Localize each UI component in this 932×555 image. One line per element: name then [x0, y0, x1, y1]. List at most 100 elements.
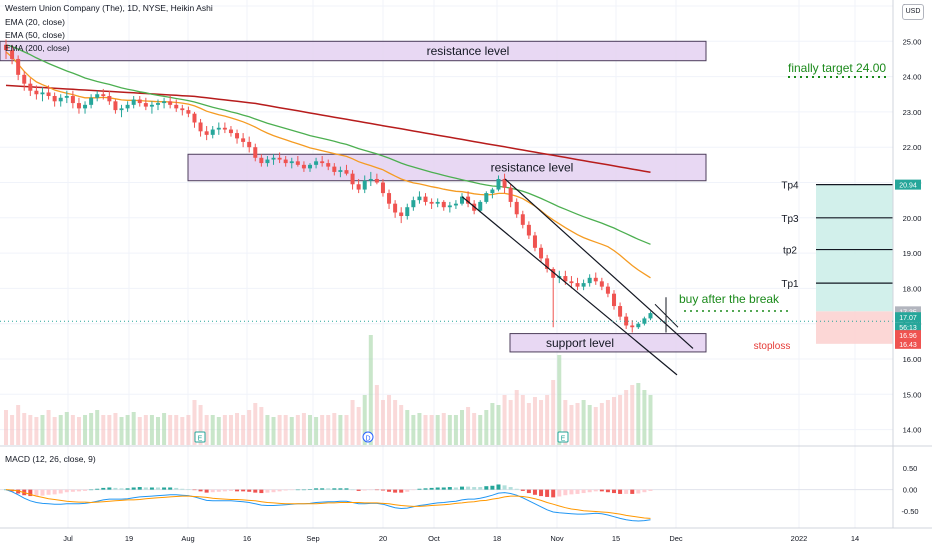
candle-body[interactable] — [356, 184, 361, 190]
candle-body[interactable] — [70, 96, 75, 104]
candle-body[interactable] — [380, 182, 385, 194]
candle-body[interactable] — [46, 92, 51, 97]
earnings-marker[interactable] — [194, 431, 206, 443]
candle-body[interactable] — [399, 212, 404, 217]
candle-body[interactable] — [192, 113, 197, 123]
candle-body[interactable] — [259, 157, 264, 164]
support-zone[interactable] — [509, 333, 707, 353]
candle-body[interactable] — [89, 97, 94, 105]
candle-body[interactable] — [64, 96, 69, 98]
candle-body[interactable] — [539, 247, 544, 259]
candle-body[interactable] — [320, 161, 325, 164]
candle-body[interactable] — [496, 178, 501, 190]
candle-body[interactable] — [58, 97, 63, 102]
candle-body[interactable] — [101, 94, 106, 97]
candle-body[interactable] — [289, 161, 294, 164]
candle-body[interactable] — [612, 293, 616, 307]
candle-body[interactable] — [247, 141, 252, 148]
candle-body[interactable] — [332, 166, 337, 172]
candle-body[interactable] — [22, 74, 27, 84]
candle-body[interactable] — [338, 170, 343, 172]
candle-body[interactable] — [423, 196, 428, 202]
candle-body[interactable] — [28, 83, 33, 91]
candle-body[interactable] — [648, 313, 653, 319]
candle-body[interactable] — [295, 161, 300, 165]
candle-body[interactable] — [587, 277, 592, 284]
candle-body[interactable] — [271, 157, 276, 160]
candle-body[interactable] — [520, 214, 525, 225]
candle-body[interactable] — [508, 187, 513, 202]
candle-body[interactable] — [350, 173, 355, 185]
legend-ema200[interactable]: EMA (200, close) — [5, 43, 70, 53]
candle-body[interactable] — [174, 104, 179, 109]
candle-body[interactable] — [417, 196, 422, 201]
candle-body[interactable] — [137, 99, 142, 104]
target-zone-box[interactable] — [816, 184, 893, 312]
candle-body[interactable] — [95, 94, 100, 98]
candle-body[interactable] — [502, 178, 507, 188]
candle-body[interactable] — [478, 201, 483, 211]
candle-body[interactable] — [40, 92, 45, 95]
candle-body[interactable] — [581, 283, 586, 287]
candle-body[interactable] — [10, 50, 15, 59]
candle-body[interactable] — [204, 131, 209, 135]
candle-body[interactable] — [532, 235, 537, 248]
candle-body[interactable] — [368, 178, 373, 181]
candle-body[interactable] — [374, 178, 379, 183]
candle-body[interactable] — [460, 196, 464, 204]
candle-body[interactable] — [119, 108, 124, 111]
candle-body[interactable] — [605, 286, 610, 294]
candle-body[interactable] — [4, 44, 8, 51]
stop-zone-box[interactable] — [816, 311, 893, 344]
candle-body[interactable] — [107, 96, 112, 102]
candle-body[interactable] — [599, 281, 604, 287]
candle-body[interactable] — [253, 147, 258, 158]
candle-body[interactable] — [76, 103, 81, 109]
candle-body[interactable] — [149, 104, 154, 107]
candle-body[interactable] — [168, 101, 173, 105]
candle-body[interactable] — [563, 276, 568, 282]
candle-body[interactable] — [362, 180, 367, 190]
candle-body[interactable] — [125, 104, 130, 109]
candle-body[interactable] — [228, 129, 233, 134]
candle-body[interactable] — [526, 224, 531, 236]
candle-body[interactable] — [636, 323, 641, 328]
candle-body[interactable] — [630, 325, 635, 328]
candle-body[interactable] — [435, 201, 440, 204]
candle-body[interactable] — [551, 268, 556, 278]
candle-body[interactable] — [52, 96, 57, 102]
candle-body[interactable] — [411, 200, 416, 208]
candle-body[interactable] — [180, 108, 185, 111]
candle-body[interactable] — [16, 58, 21, 75]
candle-body[interactable] — [453, 203, 458, 206]
candle-body[interactable] — [186, 110, 191, 114]
candle-body[interactable] — [301, 164, 306, 169]
candle-body[interactable] — [156, 103, 160, 105]
candle-body[interactable] — [490, 189, 495, 194]
candle-body[interactable] — [34, 90, 39, 95]
candle-body[interactable] — [466, 196, 471, 204]
candle-body[interactable] — [216, 127, 221, 130]
legend-ema50[interactable]: EMA (50, close) — [5, 30, 65, 40]
candle-body[interactable] — [143, 103, 148, 107]
legend-title[interactable]: Western Union Company (The), 1D, NYSE, H… — [5, 3, 213, 13]
candle-body[interactable] — [283, 159, 288, 164]
channel-lower-line[interactable] — [461, 196, 678, 376]
candle-body[interactable] — [344, 170, 349, 174]
candle-body[interactable] — [405, 207, 410, 217]
candle-body[interactable] — [241, 138, 246, 142]
candle-body[interactable] — [326, 163, 331, 167]
earnings-marker[interactable] — [557, 431, 569, 443]
candle-body[interactable] — [429, 201, 434, 204]
candle-body[interactable] — [235, 133, 240, 139]
candle-body[interactable] — [484, 193, 489, 202]
candle-body[interactable] — [83, 104, 88, 109]
candle-body[interactable] — [131, 99, 136, 105]
candle-body[interactable] — [162, 101, 167, 104]
legend-ema20[interactable]: EMA (20, close) — [5, 17, 65, 27]
resistance-zone-upper[interactable] — [0, 40, 707, 62]
candle-body[interactable] — [514, 201, 519, 215]
currency-badge[interactable]: USD — [902, 4, 924, 20]
